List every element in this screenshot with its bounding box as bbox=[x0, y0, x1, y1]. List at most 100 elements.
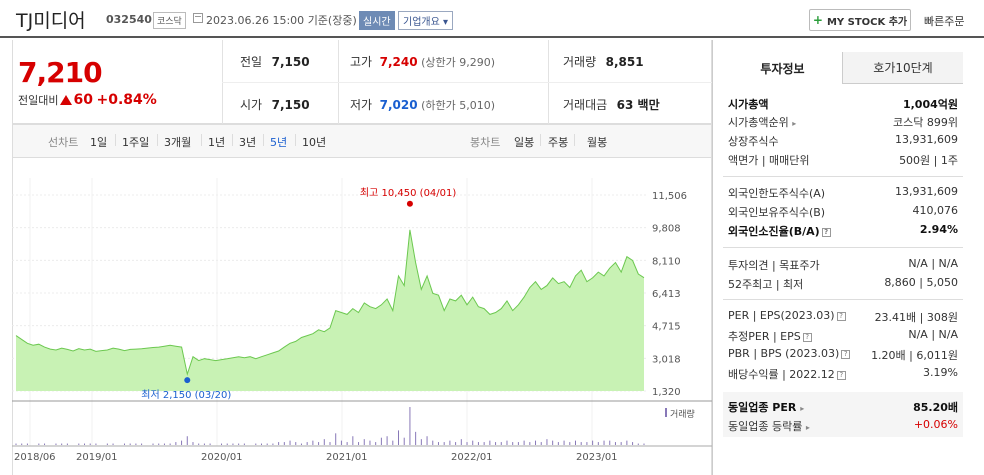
volume-bar bbox=[198, 443, 200, 445]
x-tick-label: 2018/06 bbox=[14, 452, 56, 463]
volume-bar bbox=[112, 443, 114, 445]
y-tick-label: 4,715 bbox=[652, 322, 681, 333]
candle-tab-daily[interactable]: 일봉 bbox=[514, 136, 535, 149]
industry-change-row[interactable]: 동일업종 등락률 ▸ +0.06% bbox=[728, 418, 958, 436]
prev-close: 전일 7,150 bbox=[240, 53, 310, 70]
price-chart-area[interactable] bbox=[12, 158, 712, 475]
volume-bar bbox=[540, 442, 542, 445]
help-icon[interactable]: ? bbox=[836, 371, 846, 380]
foreign-hold-value: 410,076 bbox=[912, 204, 959, 217]
volume-bar bbox=[352, 436, 354, 445]
my-stock-add-button[interactable]: + MY STOCK 추가 bbox=[809, 9, 911, 31]
volume-legend-swatch bbox=[665, 408, 667, 417]
range-tab-10y[interactable]: 10년 bbox=[302, 136, 327, 149]
range-tab-1y[interactable]: 1년 bbox=[208, 136, 226, 149]
volume-bar bbox=[141, 443, 143, 445]
volume-bar bbox=[380, 437, 382, 445]
volume-bar bbox=[375, 442, 377, 445]
help-icon[interactable]: ? bbox=[841, 350, 851, 359]
volume-bar bbox=[512, 442, 514, 445]
industry-per-value: 85.20배 bbox=[913, 401, 958, 414]
volume-bar bbox=[574, 440, 576, 445]
range-tab-1w[interactable]: 1주일 bbox=[122, 136, 150, 149]
datetime: 2023.06.26 15:00 bbox=[206, 14, 305, 27]
market-cap-rank-value: 코스닥 899위 bbox=[893, 116, 958, 129]
volume-bar bbox=[78, 443, 80, 445]
volume-bar bbox=[295, 442, 297, 445]
volume-bar bbox=[477, 442, 479, 445]
high-point-marker bbox=[406, 200, 413, 207]
range-tab-1d[interactable]: 1일 bbox=[90, 136, 108, 149]
volume-bar bbox=[335, 433, 337, 445]
y-tick-label: 6,413 bbox=[652, 289, 681, 300]
per-value: 23.41배 | 308원 bbox=[874, 311, 958, 324]
foreign-ratio-value: 2.94% bbox=[919, 223, 958, 236]
volume-bar bbox=[44, 443, 46, 445]
volume-bar bbox=[135, 443, 137, 445]
est-per-value: N/A | N/A bbox=[908, 328, 958, 341]
info-panel bbox=[712, 40, 984, 475]
volume-bar bbox=[106, 443, 108, 445]
volume-bar bbox=[260, 443, 262, 445]
help-icon[interactable]: ? bbox=[802, 333, 812, 342]
volume-bar bbox=[517, 442, 519, 445]
tab-order-book[interactable]: 호가10단계 bbox=[843, 52, 963, 84]
volume-bar bbox=[637, 443, 639, 445]
volume-bar bbox=[278, 442, 280, 445]
divider bbox=[723, 247, 963, 248]
tab-invest-info[interactable]: 투자정보 bbox=[723, 52, 843, 84]
prev-close-value: 7,150 bbox=[271, 55, 310, 69]
candle-tab-monthly[interactable]: 월봉 bbox=[587, 136, 608, 149]
company-overview-dropdown[interactable]: 기업개요 ▾ bbox=[398, 11, 454, 30]
volume-bar bbox=[420, 439, 422, 445]
price-chart[interactable]: 11,506 9,808 8,110 6,413 4,715 3,018 1,320 최고 … bbox=[12, 158, 712, 475]
volume-bar bbox=[129, 443, 131, 445]
quote-datetime: 2023.06.26 15:00 기준(장중) bbox=[206, 12, 357, 28]
volume-bar bbox=[209, 443, 211, 445]
volume-bar bbox=[95, 443, 97, 445]
chevron-right-icon: ▸ bbox=[805, 423, 810, 432]
quick-order-link[interactable]: 빠른주문 bbox=[924, 15, 965, 28]
w52-row: 52주최고 | 최저 8,860 | 5,050 bbox=[728, 276, 958, 294]
range-tab-3y[interactable]: 3년 bbox=[239, 136, 257, 149]
x-tick-label: 2020/01 bbox=[201, 452, 243, 463]
realtime-badge[interactable]: 실시간 bbox=[359, 11, 395, 30]
foreign-hold-row: 외국인보유주식수(B) 410,076 bbox=[728, 204, 958, 222]
range-tab-5y[interactable]: 5년 bbox=[270, 136, 288, 149]
volume-bar bbox=[506, 440, 508, 445]
stock-name: TJ미디어 bbox=[16, 10, 86, 32]
foreign-ratio-row: 외국인소진율(B/A)? 2.94% bbox=[728, 223, 958, 241]
candle-tab-weekly[interactable]: 주봉 bbox=[548, 136, 569, 149]
volume-bar bbox=[346, 442, 348, 445]
market-cap-rank-row[interactable]: 시가총액순위 ▸ 코스닥 899위 bbox=[728, 114, 958, 132]
volume-bar bbox=[306, 442, 308, 445]
help-icon[interactable]: ? bbox=[836, 312, 846, 321]
range-tab-3m[interactable]: 3개월 bbox=[164, 136, 192, 149]
volume-bar bbox=[38, 443, 40, 445]
help-icon[interactable]: ? bbox=[821, 228, 831, 237]
my-stock-label: MY STOCK 추가 bbox=[826, 16, 908, 28]
per-label: PER | EPS(2023.03) bbox=[728, 309, 835, 322]
volume-bar bbox=[123, 443, 125, 445]
volume-bar bbox=[169, 443, 171, 445]
shares-value: 13,931,609 bbox=[895, 133, 958, 146]
change-percent: +0.84% bbox=[96, 92, 157, 108]
opinion-label: 투자의견 | 목표주가 bbox=[728, 259, 820, 272]
stock-header bbox=[0, 0, 984, 38]
price-change: 전일대비 60 +0.84% bbox=[18, 92, 157, 108]
current-price: 7,210 bbox=[18, 56, 103, 89]
volume-bar bbox=[84, 443, 86, 445]
chevron-right-icon: ▸ bbox=[800, 404, 805, 413]
low-label: 저가 bbox=[350, 98, 373, 112]
open-label: 시가 bbox=[240, 98, 263, 112]
volume-bar bbox=[163, 443, 165, 445]
volume-bar bbox=[523, 440, 525, 445]
volume-bar bbox=[614, 442, 616, 445]
market-cap-label: 시가총액 bbox=[728, 98, 769, 111]
est-per-label: 추정PER | EPS bbox=[728, 330, 801, 343]
volume-bar bbox=[563, 440, 565, 445]
volume-bar bbox=[181, 440, 183, 445]
per-row: PER | EPS(2023.03)? 23.41배 | 308원 bbox=[728, 309, 958, 327]
industry-per-row[interactable]: 동일업종 PER ▸ 85.20배 bbox=[728, 399, 958, 417]
volume-bar bbox=[255, 443, 257, 445]
